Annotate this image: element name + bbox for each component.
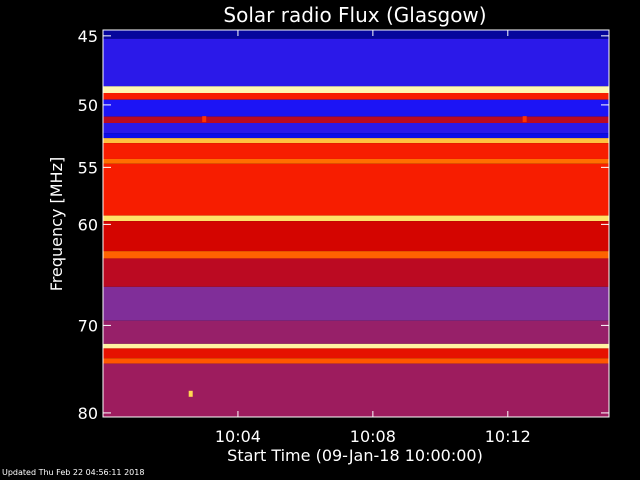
frequency-band xyxy=(103,133,609,139)
frequency-band xyxy=(103,286,609,321)
frequency-band xyxy=(103,122,609,134)
y-tick-label: 50 xyxy=(78,96,98,115)
frequency-band xyxy=(103,38,609,87)
y-tick-label: 70 xyxy=(78,316,98,335)
frequency-band xyxy=(103,99,609,117)
frequency-band xyxy=(103,158,609,164)
frequency-band xyxy=(103,358,609,364)
y-tick-label: 60 xyxy=(78,215,98,234)
frequency-band xyxy=(103,163,609,216)
frequency-band xyxy=(103,215,609,222)
signal-feature xyxy=(202,116,207,123)
frequency-band xyxy=(103,363,609,417)
y-tick-label: 80 xyxy=(78,404,98,423)
x-tick-label: 10:08 xyxy=(350,427,396,446)
signal-feature xyxy=(188,390,193,397)
frequency-band xyxy=(103,92,609,100)
frequency-band xyxy=(103,320,609,344)
frequency-band xyxy=(103,116,609,123)
plot-frame xyxy=(102,29,610,418)
x-tick-label: 10:04 xyxy=(215,427,261,446)
frequency-band xyxy=(103,143,609,159)
y-axis: 45 50 55 60 70 80 xyxy=(78,27,609,423)
frequency-band xyxy=(103,343,609,349)
x-axis-label: Start Time (09-Jan-18 10:00:00) xyxy=(227,446,483,465)
spectrogram-area xyxy=(103,30,609,417)
frequency-band xyxy=(103,86,609,93)
chart-title: Solar radio Flux (Glasgow) xyxy=(223,3,486,27)
signal-feature xyxy=(522,116,527,123)
frequency-band xyxy=(103,221,609,252)
frequency-band xyxy=(103,348,609,359)
y-tick-label: 55 xyxy=(78,158,98,177)
frequency-band xyxy=(103,138,609,144)
frequency-band xyxy=(103,251,609,259)
x-axis: 10:04 10:08 10:12 xyxy=(215,30,531,446)
x-tick-label: 10:12 xyxy=(485,427,531,446)
frequency-band xyxy=(103,30,609,39)
y-tick-label: 45 xyxy=(78,27,98,46)
updated-timestamp: Updated Thu Feb 22 04:56:11 2018 xyxy=(2,468,145,477)
y-axis-label: Frequency [MHz] xyxy=(47,157,66,291)
frequency-band xyxy=(103,258,609,287)
